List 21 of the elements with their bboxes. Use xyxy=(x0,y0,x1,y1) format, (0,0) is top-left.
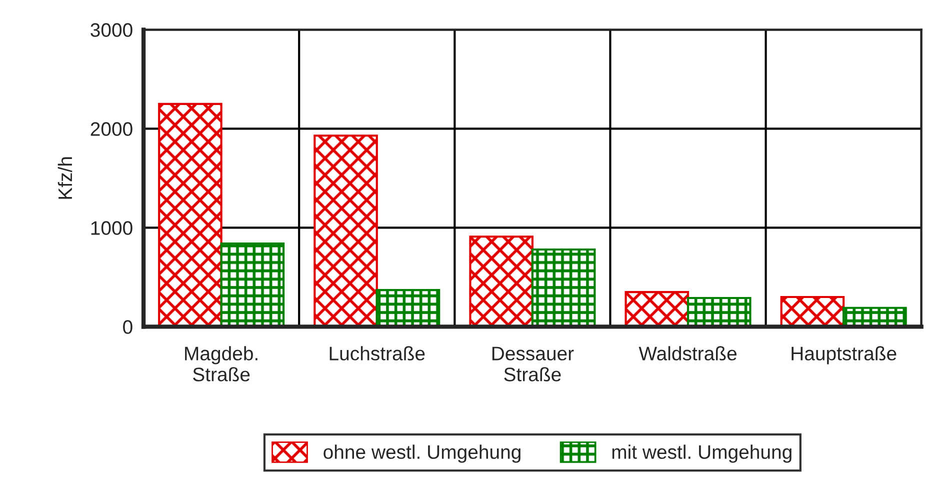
y-axis-title: Kfz/h xyxy=(58,157,72,199)
x-tick-label: Luchstraße xyxy=(330,346,425,360)
bar xyxy=(469,236,534,327)
bar xyxy=(158,102,222,327)
legend-label: ohne westl. Umgehung xyxy=(324,444,520,463)
bar xyxy=(686,296,752,327)
bar xyxy=(314,134,378,327)
x-tick-label: Waldstraße xyxy=(638,346,736,360)
bar xyxy=(531,248,596,327)
x-tick-label: Dessauer Straße xyxy=(492,346,574,382)
bar xyxy=(624,291,690,327)
bar xyxy=(780,296,845,327)
y-tick-label: 3000 xyxy=(90,23,132,37)
legend-label: mit westl. Umgehung xyxy=(612,444,792,463)
y-tick-label: 2000 xyxy=(90,122,132,136)
y-tick-label: 0 xyxy=(123,320,132,334)
bar xyxy=(376,289,440,327)
y-tick-label: 1000 xyxy=(91,221,132,235)
bar xyxy=(220,242,285,327)
x-tick-label: Hauptstraße xyxy=(792,346,896,364)
x-tick-label: Magdeb. Straße xyxy=(185,346,258,382)
